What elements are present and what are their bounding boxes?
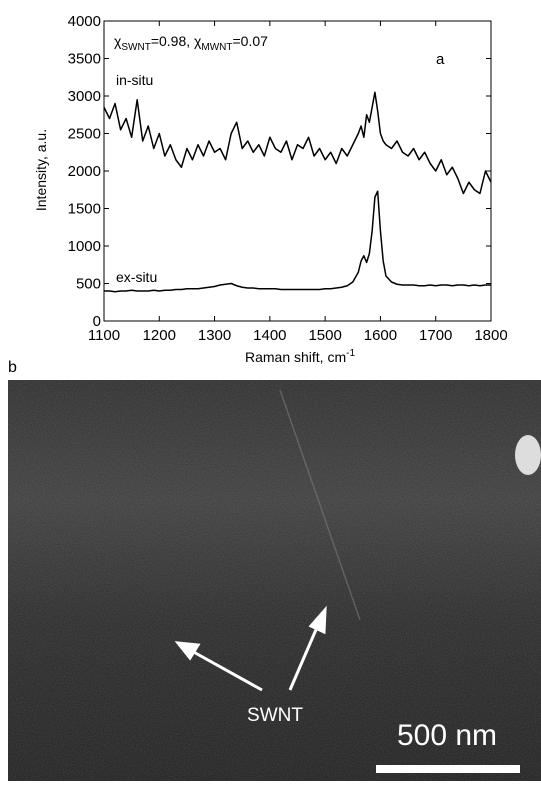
x-axis-label-sup: -1 <box>346 348 355 359</box>
y-tick-label: 0 <box>93 313 101 330</box>
y-tick-label: 3500 <box>68 51 101 68</box>
subscript: SWNT <box>121 42 150 53</box>
x-tick-label: 1400 <box>253 327 286 344</box>
series-line <box>103 91 492 195</box>
x-tick-label: 1200 <box>143 327 176 344</box>
x-tick-label: 1300 <box>198 327 231 344</box>
y-tick-label: 2500 <box>68 126 101 143</box>
sem-texture <box>8 380 541 781</box>
x-axis-label-text: Raman shift, cm <box>245 349 346 365</box>
y-tick-label: 4000 <box>68 13 101 30</box>
y-tick-label: 1000 <box>68 238 101 255</box>
panel-label: a <box>436 51 445 68</box>
scale-bar <box>376 765 520 773</box>
y-axis-label: Intensity, a.u. <box>33 129 49 211</box>
arrows <box>174 605 327 692</box>
subscript: MWNT <box>201 42 232 53</box>
nanotube <box>279 389 361 621</box>
particle <box>515 435 541 475</box>
x-tick-label: 1100 <box>88 327 120 344</box>
y-tick-label: 1500 <box>68 201 101 218</box>
y-tick-label: 500 <box>76 276 101 293</box>
x-tick-label: 1700 <box>419 327 452 344</box>
series-line <box>104 190 491 293</box>
x-tick-label: 1500 <box>308 327 341 344</box>
annotation: χSWNT=0.98, χMWNT=0.07 <box>114 33 268 53</box>
arrow-label: SWNT <box>247 705 303 726</box>
y-tick-label: 2000 <box>68 163 101 180</box>
x-axis-label: Raman shift, cm-1 <box>245 348 355 365</box>
series-label: ex-situ <box>116 269 157 285</box>
series-label: in-situ <box>116 72 153 88</box>
plot-frame <box>103 20 492 322</box>
plot: 1100 1200 1300 1400 1500 1600 1700 1800 0 500 1000… <box>68 13 508 344</box>
annotation-text: =0.98, χ <box>151 33 202 49</box>
annotation-text: =0.07 <box>232 33 268 49</box>
sem-image: SWNT 500 nm <box>8 380 541 781</box>
x-tick-label: 1600 <box>364 327 397 344</box>
x-tick-label: 1800 <box>474 327 507 344</box>
panel-label: b <box>8 359 17 376</box>
y-tick-label: 3000 <box>68 88 101 105</box>
scale-bar-label: 500 nm <box>397 719 497 752</box>
chi: χ <box>114 33 122 49</box>
